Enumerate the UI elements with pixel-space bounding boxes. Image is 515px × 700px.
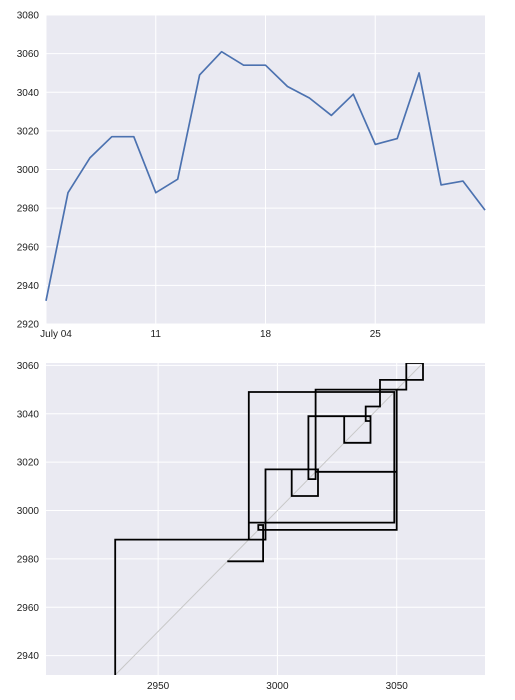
y-tick-label: 3000 <box>17 165 40 176</box>
time-series-chart: 2920 2940 2960 2980 3000 3020 3040 3060 3080 July… <box>17 11 486 340</box>
y-tick-label: 2980 <box>17 554 40 565</box>
y-tick-label: 3040 <box>17 88 40 99</box>
y-tick-label: 3020 <box>17 458 40 469</box>
y-tick-label: 2940 <box>17 651 40 662</box>
staircase-chart: 2940 2960 2980 3000 3020 3040 3060 2950 3000 3050 <box>17 361 485 692</box>
series-line <box>45 50 486 301</box>
staircase-line <box>114 363 424 675</box>
x-tick-label: 3050 <box>386 681 409 692</box>
y-tick-label: 2940 <box>17 281 40 292</box>
x-tick-label: July 04 <box>40 329 72 340</box>
y-tick-label: 3040 <box>17 409 40 420</box>
y-tick-label: 3060 <box>17 361 40 372</box>
x-tick-label: 3000 <box>266 681 289 692</box>
y-tick-label: 3000 <box>17 506 40 517</box>
y-tick-label: 3020 <box>17 126 40 137</box>
x-tick-label: 25 <box>370 329 382 340</box>
y-tick-label: 3080 <box>17 11 40 22</box>
y-tick-label: 2960 <box>17 242 40 253</box>
y-tick-label: 3060 <box>17 49 40 60</box>
x-tick-label: 11 <box>151 329 162 340</box>
x-tick-label: 18 <box>260 329 272 340</box>
y-tick-label: 2980 <box>17 204 40 215</box>
y-tick-label: 2920 <box>17 320 40 331</box>
y-tick-label: 2960 <box>17 603 40 614</box>
identity-diagonal <box>114 363 424 675</box>
x-tick-label: 2950 <box>147 681 170 692</box>
